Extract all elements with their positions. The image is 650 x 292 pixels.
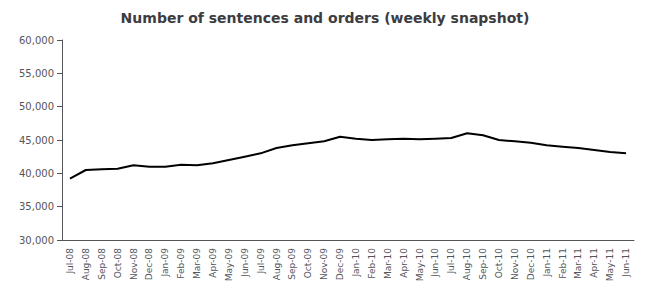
svg-text:60,000: 60,000 [19, 35, 54, 46]
svg-text:45,000: 45,000 [19, 135, 54, 146]
svg-text:Jul-08: Jul-08 [65, 248, 75, 275]
svg-text:Jan-11: Jan-11 [542, 248, 552, 278]
svg-text:Jun-11: Jun-11 [621, 248, 631, 278]
svg-text:40,000: 40,000 [19, 168, 54, 179]
svg-text:Aug-09: Aug-09 [272, 248, 282, 281]
svg-text:Nov-08: Nov-08 [129, 248, 139, 280]
svg-text:Aug-08: Aug-08 [81, 248, 91, 281]
svg-text:Feb-10: Feb-10 [367, 248, 377, 279]
svg-text:50,000: 50,000 [19, 101, 54, 112]
svg-text:Oct-09: Oct-09 [303, 248, 313, 279]
svg-text:Mar-11: Mar-11 [573, 248, 583, 279]
svg-text:Jul-10: Jul-10 [446, 248, 456, 275]
svg-text:May-11: May-11 [605, 248, 615, 281]
svg-text:Sep-08: Sep-08 [97, 248, 107, 280]
svg-text:Apr-11: Apr-11 [589, 248, 599, 278]
svg-text:Apr-10: Apr-10 [399, 248, 409, 278]
svg-text:Dec-10: Dec-10 [526, 248, 536, 280]
svg-text:35,000: 35,000 [19, 201, 54, 212]
svg-text:30,000: 30,000 [19, 235, 54, 246]
svg-text:Mar-10: Mar-10 [383, 248, 393, 279]
svg-text:Number of sentences and orders: Number of sentences and orders (weekly s… [121, 10, 530, 26]
svg-text:Jan-10: Jan-10 [351, 248, 361, 278]
svg-text:May-10: May-10 [415, 248, 425, 281]
svg-text:Nov-10: Nov-10 [510, 248, 520, 280]
svg-text:55,000: 55,000 [19, 68, 54, 79]
svg-text:Feb-09: Feb-09 [176, 248, 186, 279]
svg-text:Jul-09: Jul-09 [256, 248, 266, 275]
svg-text:Mar-09: Mar-09 [192, 248, 202, 279]
svg-text:Oct-10: Oct-10 [494, 248, 504, 279]
svg-text:Apr-09: Apr-09 [208, 248, 218, 278]
svg-text:Aug-10: Aug-10 [462, 248, 472, 281]
svg-text:Dec-08: Dec-08 [144, 248, 154, 280]
svg-text:Jun-10: Jun-10 [430, 248, 440, 278]
svg-text:Sep-09: Sep-09 [287, 248, 297, 280]
svg-text:Jan-09: Jan-09 [160, 248, 170, 278]
svg-text:May-09: May-09 [224, 248, 234, 281]
svg-text:Oct-08: Oct-08 [113, 248, 123, 279]
svg-text:Dec-09: Dec-09 [335, 248, 345, 280]
svg-text:Jun-09: Jun-09 [240, 248, 250, 278]
svg-text:Nov-09: Nov-09 [319, 248, 329, 280]
svg-text:Feb-11: Feb-11 [558, 248, 568, 279]
svg-text:Sep-10: Sep-10 [478, 248, 488, 280]
